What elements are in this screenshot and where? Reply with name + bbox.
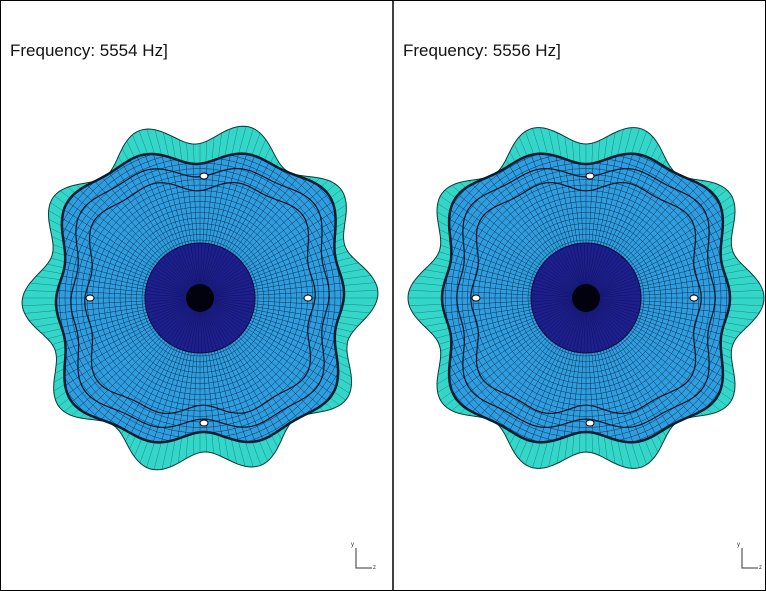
frequency-label: Frequency: 5556 Hz] (403, 41, 561, 60)
frequency-label: Frequency: 5554 Hz] (10, 41, 168, 60)
hub-core (186, 284, 214, 312)
hub-core (572, 284, 600, 312)
hole (200, 173, 208, 179)
axis-label: y (737, 542, 740, 548)
axis-label: y (351, 542, 354, 548)
hole (586, 173, 594, 179)
axis-label: z (373, 565, 376, 571)
hole (304, 295, 312, 301)
hole (472, 295, 480, 301)
hole (690, 295, 698, 301)
axis-label: z (759, 565, 762, 571)
results-view: Frequency: 5554 Hz] Frequency: 5556 Hz] … (0, 0, 766, 591)
hole (86, 295, 94, 301)
hole (200, 420, 208, 426)
hole (586, 420, 594, 426)
